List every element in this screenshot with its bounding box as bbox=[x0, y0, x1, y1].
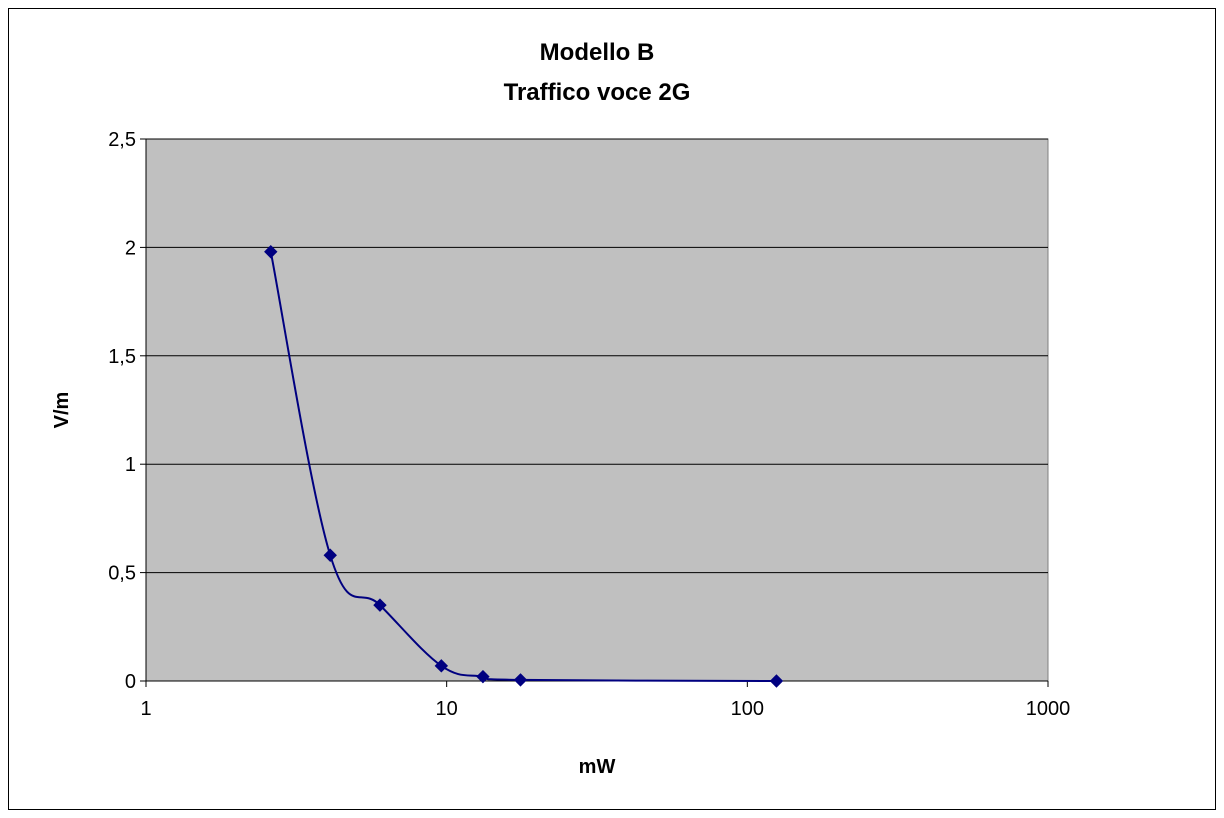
data-point-0 bbox=[264, 245, 278, 259]
series-line-0 bbox=[269, 251, 777, 682]
x-tick-label-3: 1000 bbox=[1026, 698, 1071, 720]
gridlines bbox=[146, 138, 1048, 574]
chart-title-line-1: Modello B bbox=[540, 39, 655, 66]
y-tick-label-5: 2,5 bbox=[108, 129, 136, 151]
data-point-3 bbox=[434, 659, 449, 673]
y-tick-label-2: 1 bbox=[125, 454, 136, 476]
x-tick-label-1: 10 bbox=[436, 698, 458, 720]
data-point-6 bbox=[769, 674, 784, 688]
y-tick-label-1: 0,5 bbox=[108, 563, 136, 585]
data-point-2 bbox=[373, 598, 387, 612]
data-series bbox=[264, 245, 784, 688]
x-tick-label-2: 100 bbox=[731, 698, 764, 720]
y-tick-label-3: 1,5 bbox=[108, 346, 136, 368]
x-tick-label-0: 1 bbox=[140, 698, 151, 720]
y-tick-label-4: 2 bbox=[125, 237, 136, 259]
y-tick-label-0: 0 bbox=[125, 671, 136, 693]
data-point-4 bbox=[476, 669, 490, 684]
chart-title-line-2: Traffico voce 2G bbox=[504, 79, 691, 106]
tick-labels: 0 0,5 1 1,5 2 2,5 1 10 100 1000 bbox=[108, 129, 1070, 720]
x-axis-title: mW bbox=[579, 756, 616, 778]
data-point-5 bbox=[513, 673, 528, 687]
plot-area bbox=[145, 138, 1049, 682]
data-point-1 bbox=[323, 548, 337, 562]
y-axis-title: V/m bbox=[51, 392, 73, 429]
